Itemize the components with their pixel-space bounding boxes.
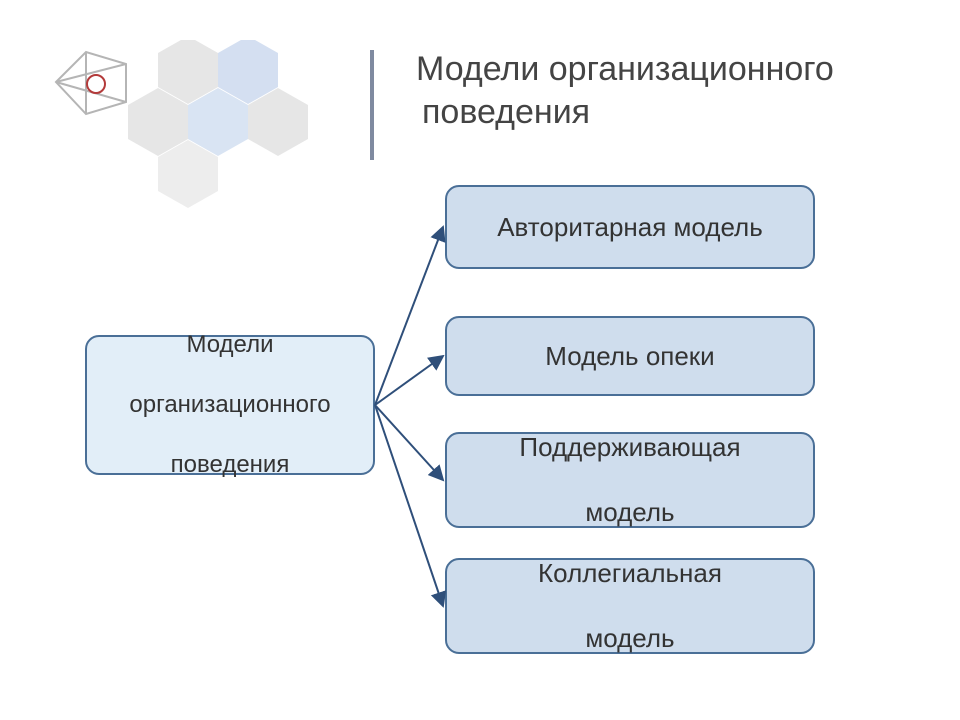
title-line2: поведения: [416, 93, 590, 131]
connector-arrow: [375, 356, 443, 405]
root-node: Модели организационного поведения: [85, 335, 375, 475]
child-node: Поддерживающая модель: [445, 432, 815, 528]
child-label-1: Авторитарная модель: [497, 211, 763, 244]
slide: Модели организационного поведения Модели…: [0, 0, 960, 720]
child-node: Модель опеки: [445, 316, 815, 396]
child-label-2: модель: [538, 622, 722, 655]
page-title: Модели организационного поведения: [416, 48, 940, 133]
connector-arrow: [375, 405, 443, 606]
root-label-2: организационного: [129, 390, 330, 420]
child-node: Коллегиальная модель: [445, 558, 815, 654]
title-block: Модели организационного поведения: [380, 48, 940, 133]
decor-hexagons: [50, 40, 350, 210]
child-node: Авторитарная модель: [445, 185, 815, 269]
root-label-3: поведения: [129, 450, 330, 480]
root-label-1: Модели: [129, 330, 330, 360]
child-label-1: Коллегиальная: [538, 557, 722, 590]
connector-arrow: [375, 227, 443, 405]
logo-icon: [56, 52, 126, 114]
child-label-1: Поддерживающая: [519, 431, 740, 464]
title-line1: Модели организационного: [416, 50, 834, 88]
connector-arrow: [375, 405, 443, 480]
title-rule: [370, 50, 374, 160]
child-label-2: модель: [519, 496, 740, 529]
child-label-1: Модель опеки: [545, 340, 714, 373]
